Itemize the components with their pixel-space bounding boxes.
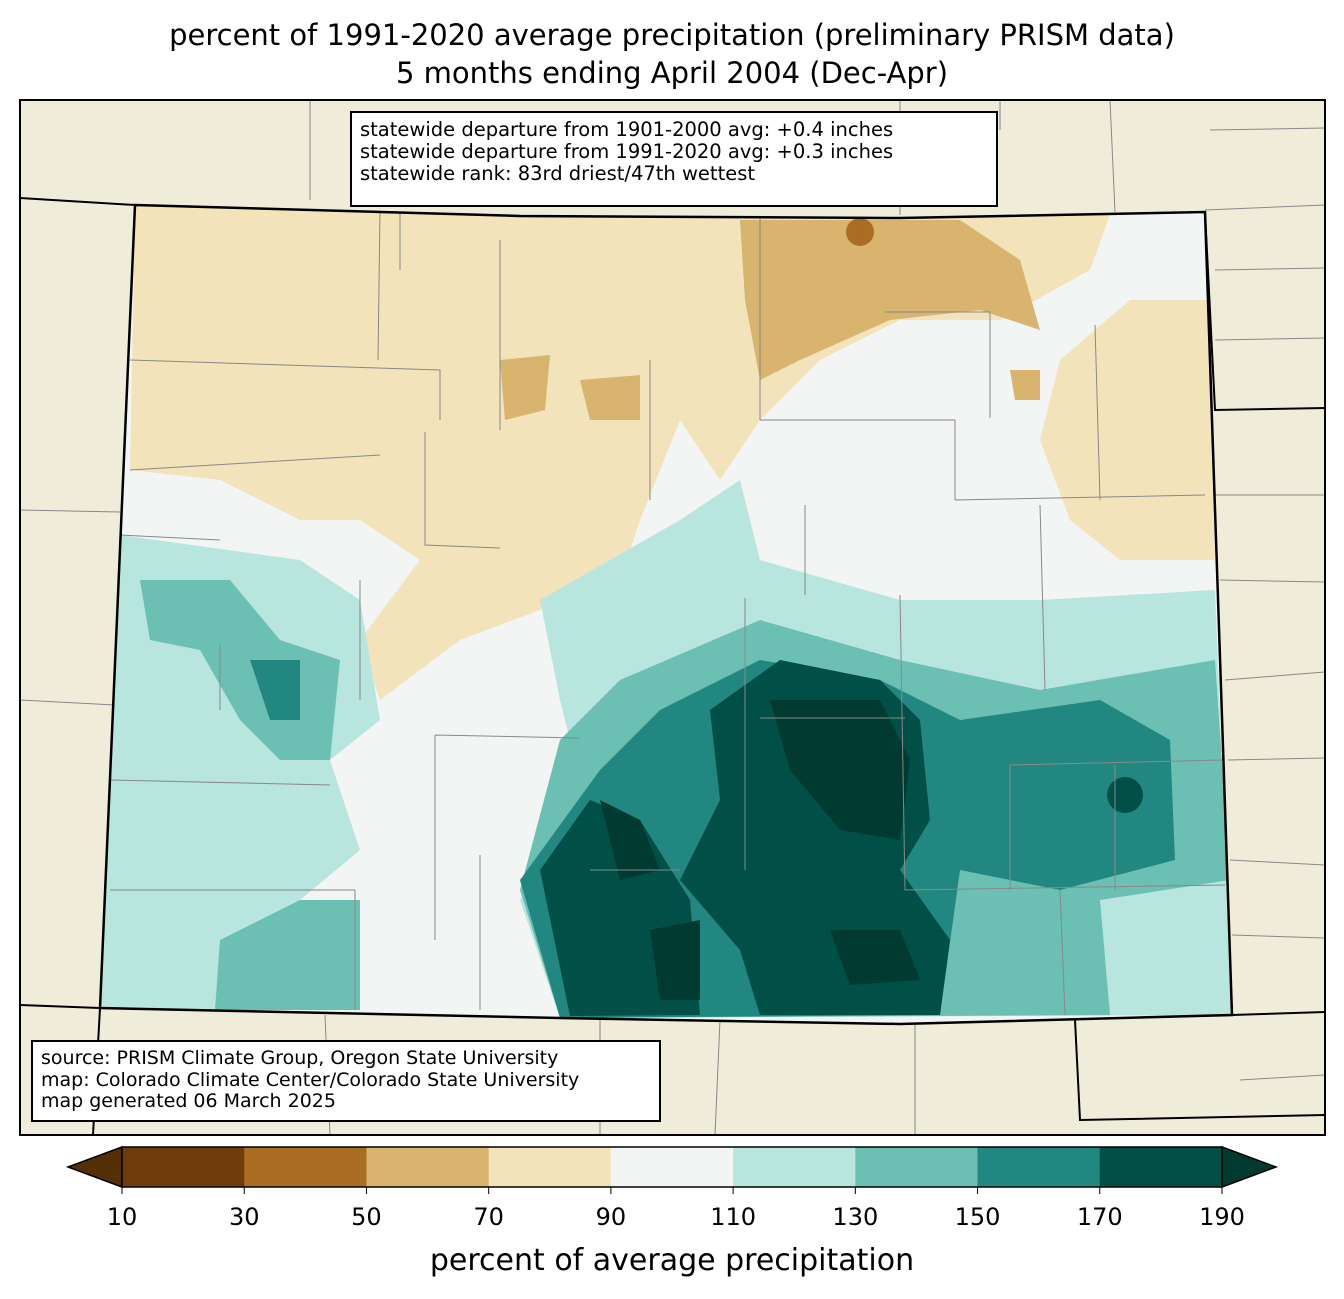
source-box: source: PRISM Climate Group, Oregon Stat… — [31, 1040, 661, 1122]
map-frame — [19, 99, 1326, 1136]
stats-rank: statewide rank: 83rd driest/47th wettest — [360, 162, 756, 185]
colorbar-tick-label: 90 — [595, 1203, 627, 1231]
state-borders — [19, 197, 1326, 1136]
colorbar-segment — [244, 1147, 367, 1187]
colorbar-tick-label: 30 — [228, 1203, 260, 1231]
colorbar-segment — [977, 1147, 1101, 1187]
colorbar-label: percent of average precipitation — [429, 1243, 915, 1278]
colorbar-tick-label: 70 — [473, 1203, 504, 1231]
map-credit-line: map: Colorado Climate Center/Colorado St… — [41, 1068, 580, 1091]
colorbar-tick-label: 110 — [710, 1203, 757, 1231]
colorbar-segment — [1099, 1147, 1223, 1187]
colorbar-segment — [122, 1147, 245, 1187]
generated-date-line: map generated 06 March 2025 — [41, 1090, 336, 1112]
colorbar-segment — [733, 1147, 856, 1187]
stats-departure-1901: statewide departure from 1901-2000 avg: … — [360, 118, 894, 141]
colorbar-segment — [610, 1147, 734, 1187]
map-subtitle: 5 months ending April 2004 (Dec-Apr) — [395, 56, 949, 90]
colorbar-tick-label: 170 — [1076, 1203, 1123, 1231]
stats-departure-1991: statewide departure from 1991-2020 avg: … — [360, 140, 894, 163]
map-title: percent of 1991-2020 average precipitati… — [169, 18, 1175, 52]
colorbar-tick-label: 50 — [351, 1203, 382, 1231]
colorbar-segment — [855, 1147, 979, 1187]
colorbar-segment — [366, 1147, 490, 1187]
colorbar-tick-label: 130 — [832, 1203, 879, 1231]
colorbar-segment — [488, 1147, 612, 1187]
colorbar-over-arrow — [1221, 1145, 1279, 1189]
statewide-stats-box: statewide departure from 1901-2000 avg: … — [350, 111, 998, 207]
colorbar-tick-label: 190 — [1199, 1203, 1245, 1231]
precipitation-contours — [100, 205, 1232, 1024]
county-lines — [109, 209, 1226, 1016]
colorbar-under-arrow — [65, 1145, 123, 1189]
colorbar — [65, 1145, 1279, 1194]
colorbar-tick-label: 10 — [106, 1203, 138, 1231]
colorbar-tick-label: 150 — [954, 1203, 1001, 1231]
source-line: source: PRISM Climate Group, Oregon Stat… — [41, 1047, 559, 1069]
